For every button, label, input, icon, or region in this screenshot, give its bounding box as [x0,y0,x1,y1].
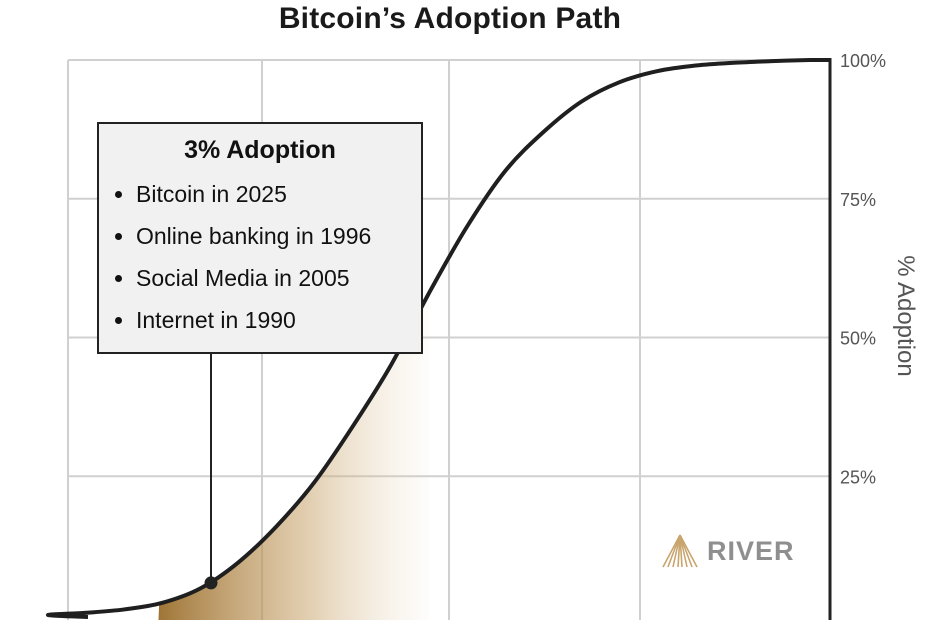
y-tick-label: 100% [840,51,886,71]
river-mountain-icon [662,534,698,568]
chart-title: Bitcoin’s Adoption Path [278,2,622,35]
y-tick-labels: 100% 75% 50% 25% [840,51,886,487]
y-axis-label: % Adoption [892,255,919,376]
callout-list: Bitcoin in 2025 Online banking in 1996 S… [99,173,421,341]
y-tick-label: 25% [840,467,876,487]
adoption-shaded-area [158,293,430,620]
callout-item: Bitcoin in 2025 [136,173,421,215]
callout-item: Internet in 1990 [136,299,421,341]
brand-name: RIVER [707,535,795,566]
highlight-point [204,576,218,590]
river-logo: RIVER [661,533,795,569]
adoption-callout-box: 3% Adoption Bitcoin in 2025 Online banki… [97,122,423,354]
y-tick-label: 50% [840,329,876,349]
y-tick-label: 75% [840,190,876,210]
callout-item: Social Media in 2005 [136,257,421,299]
callout-item: Online banking in 1996 [136,215,421,257]
callout-title: 3% Adoption [184,136,336,164]
